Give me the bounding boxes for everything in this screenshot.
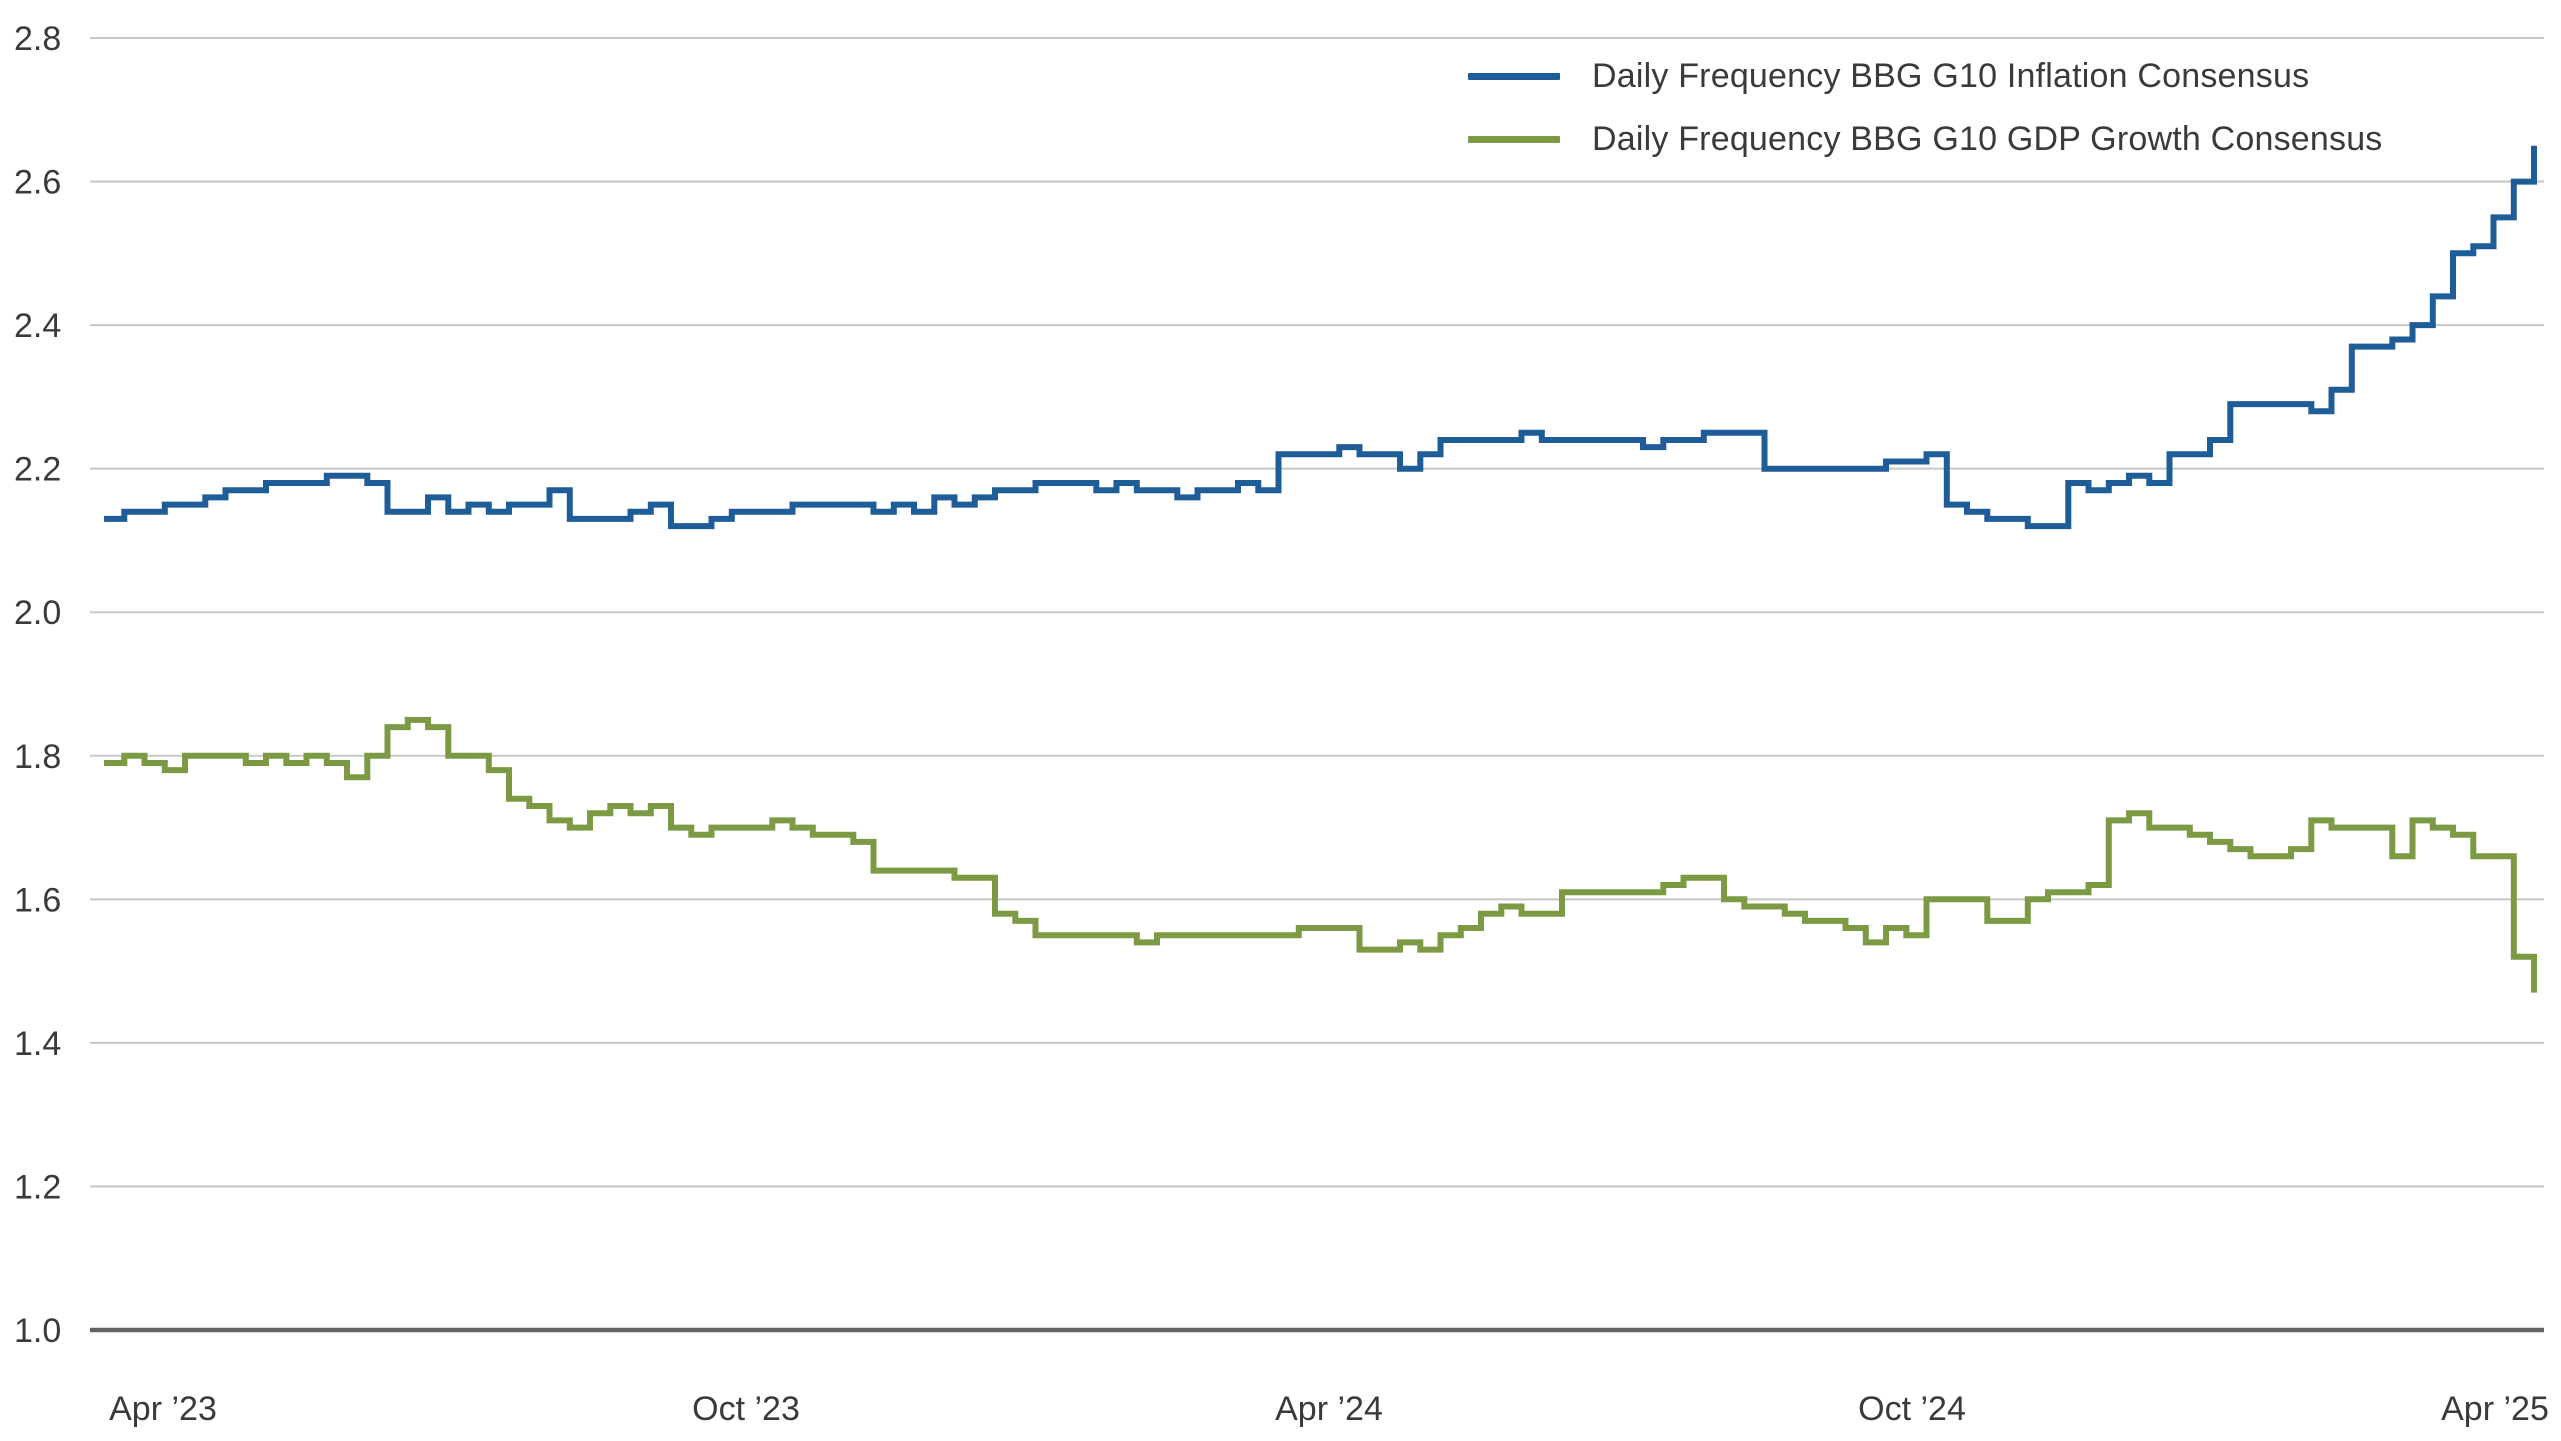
x-tick-label: Oct ’24 <box>1858 1390 1966 1428</box>
legend-item-inflation: Daily Frequency BBG G10 Inflation Consen… <box>1468 45 2383 108</box>
inflation-legend-label: Daily Frequency BBG G10 Inflation Consen… <box>1592 57 2310 95</box>
x-tick-label: Apr ’24 <box>1275 1390 1383 1428</box>
legend-item-gdp: Daily Frequency BBG G10 GDP Growth Conse… <box>1468 108 2383 171</box>
x-tick-label: Apr ’23 <box>109 1390 217 1428</box>
y-tick-label: 2.4 <box>14 307 61 345</box>
gdp-line-swatch-icon <box>1468 136 1560 143</box>
y-tick-label: 1.0 <box>14 1312 61 1350</box>
x-tick-label: Oct ’23 <box>692 1390 800 1428</box>
inflation-line <box>104 145 2537 530</box>
y-axis-labels: 1.0 1.2 1.4 1.6 1.8 2.0 2.2 2.4 2.6 2.8 <box>14 20 61 1350</box>
legend: Daily Frequency BBG G10 Inflation Consen… <box>1468 45 2383 171</box>
y-tick-label: 1.6 <box>14 881 61 919</box>
y-tick-label: 2.0 <box>14 594 61 632</box>
inflation-line-swatch-icon <box>1468 73 1560 80</box>
y-tick-label: 1.2 <box>14 1168 61 1206</box>
y-tick-label: 2.2 <box>14 451 61 489</box>
y-tick-label: 1.8 <box>14 738 61 776</box>
x-axis-labels: Apr ’23 Oct ’23 Apr ’24 Oct ’24 Apr ’25 <box>109 1390 2549 1428</box>
y-tick-label: 2.8 <box>14 20 61 58</box>
y-tick-label: 2.6 <box>14 164 61 202</box>
gdp-legend-label: Daily Frequency BBG G10 GDP Growth Conse… <box>1592 120 2383 158</box>
gridlines <box>90 37 2544 1333</box>
x-tick-label: Apr ’25 <box>2441 1390 2549 1428</box>
gdp-line <box>104 716 2537 993</box>
y-tick-label: 1.4 <box>14 1025 61 1063</box>
